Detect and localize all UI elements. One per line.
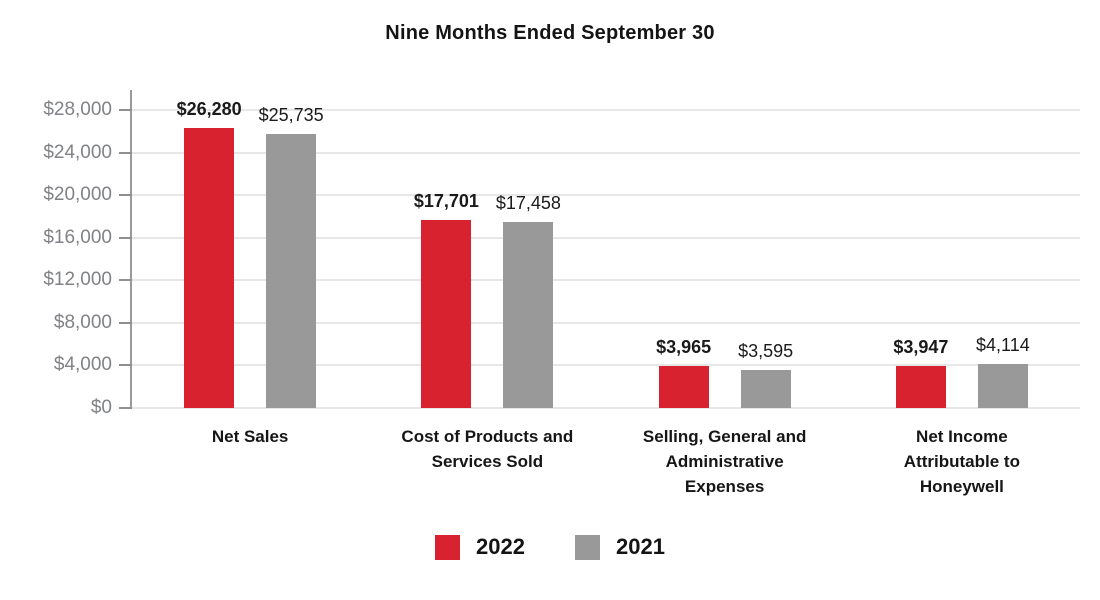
bar-2021 [740,370,791,408]
y-axis-line [130,90,132,409]
bar-value-label: $3,947 [893,337,949,357]
y-tick-label: $8,000 [53,311,112,333]
bar-2022 [184,128,235,408]
bar-value-label: $3,595 [738,341,794,361]
bar-value-label: $17,458 [495,193,561,213]
bar-2021 [266,134,317,408]
legend: 2022 2021 [0,534,1100,560]
gridline [131,321,1080,324]
category-label: Cost of Products and Services Sold [401,427,574,471]
legend-swatch [575,534,600,560]
y-tick-label: $0 [90,397,112,418]
y-tick-label: $16,000 [43,226,112,248]
category-label: Net Income Attributable to Honeywell [903,427,1020,496]
y-tick-label: $20,000 [43,184,112,206]
bar-2021 [503,222,554,408]
bar-2022 [421,220,472,408]
bar-2021 [977,364,1028,408]
bar-2022 [658,366,709,408]
y-axis-tick [119,321,132,324]
gridline [131,364,1080,367]
y-axis-tick [119,194,132,197]
legend-label: 2021 [616,534,665,559]
legend-item-2021: 2021 [575,534,665,560]
bar-value-label: $4,114 [976,335,1030,355]
bar-value-label: $17,701 [413,191,479,211]
y-tick-label: $28,000 [43,99,112,120]
bar-value-label: $25,735 [258,105,324,125]
y-tick-label: $12,000 [43,269,112,291]
y-axis-tick [119,151,132,154]
legend-swatch [435,534,461,560]
y-axis-tick [119,364,132,367]
y-tick-label: $24,000 [43,141,112,163]
y-axis-tick [119,236,132,239]
y-tick-label: $4,000 [53,354,112,376]
legend-label: 2022 [476,534,525,559]
bar-value-label: $26,280 [176,99,242,119]
category-label: Net Sales [211,427,289,446]
gridline [131,407,1080,409]
gridline [131,279,1080,282]
y-axis-tick [119,279,132,282]
y-axis-tick [119,407,132,409]
gridline [131,236,1080,239]
category-label: Selling, General and Administrative Expens… [642,427,807,496]
chart-title: Nine Months Ended September 30 [385,22,715,44]
y-axis-tick [119,109,132,111]
gridline [131,151,1080,154]
legend-item-2022: 2022 [435,534,525,560]
bar-2022 [895,366,946,408]
gridline [131,109,1080,111]
bar-value-label: $3,965 [656,337,712,357]
gridline [131,194,1080,197]
